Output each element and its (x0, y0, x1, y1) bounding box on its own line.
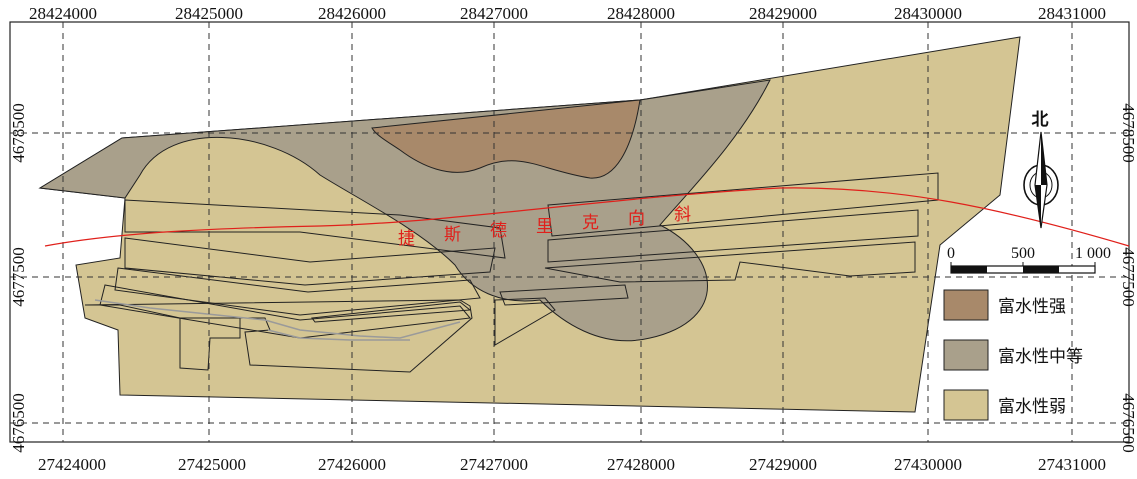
top-tick: 28431000 (1038, 4, 1106, 23)
right-tick: 4677500 (1119, 247, 1137, 307)
zone-strong (371, 99, 641, 179)
legend-item-strong: 富水性强 (943, 289, 1066, 321)
scale-label-500: 500 (1011, 245, 1035, 262)
bottom-tick: 27429000 (749, 455, 817, 474)
syncline-label: 捷 斯 德 里 克 向 斜 (398, 205, 691, 248)
legend-swatch (943, 289, 989, 321)
top-tick: 28429000 (749, 4, 817, 23)
scale-bar: 0 500 1 000 (947, 245, 1111, 274)
legend: 富水性强 富水性中等 富水性弱 (943, 289, 1083, 421)
top-axis-labels: 28424000 28425000 28426000 28427000 2842… (29, 4, 1106, 23)
left-tick: 4678500 (9, 103, 28, 163)
north-label: 北 (1032, 110, 1049, 130)
north-arrow: 北 (1023, 110, 1059, 229)
top-tick: 28427000 (460, 4, 528, 23)
top-tick: 28424000 (29, 4, 97, 23)
top-tick: 28426000 (318, 4, 386, 23)
syncline-char: 斜 (674, 205, 691, 224)
scale-label-0: 0 (947, 245, 955, 262)
mine-workings (84, 172, 939, 373)
legend-item-weak: 富水性弱 (943, 389, 1066, 421)
legend-label: 富水性中等 (998, 347, 1083, 367)
bottom-axis-labels: 27424000 27425000 27426000 27427000 2742… (38, 455, 1106, 474)
left-axis-labels: 4678500 4677500 4676500 (9, 103, 28, 453)
syncline-char: 斯 (444, 225, 461, 244)
coordinate-grid (10, 22, 1129, 442)
top-tick: 28430000 (894, 4, 962, 23)
bottom-tick: 27430000 (894, 455, 962, 474)
right-axis-labels: 4678500 4677500 4676500 (1119, 103, 1137, 453)
syncline-char: 德 (490, 221, 507, 240)
syncline-axis (44, 187, 1130, 247)
bottom-tick: 27431000 (1038, 455, 1106, 474)
top-tick: 28428000 (607, 4, 675, 23)
top-tick: 28425000 (175, 4, 243, 23)
bottom-tick: 27426000 (318, 455, 386, 474)
legend-swatch (943, 389, 989, 421)
legend-item-medium: 富水性中等 (943, 339, 1083, 371)
right-tick: 4676500 (1119, 393, 1137, 453)
syncline-char: 捷 (398, 229, 415, 248)
syncline-char: 里 (536, 217, 553, 236)
legend-label: 富水性强 (998, 297, 1066, 317)
bottom-tick: 27428000 (607, 455, 675, 474)
bottom-tick: 27424000 (38, 455, 106, 474)
syncline-char: 克 (582, 213, 599, 232)
bottom-tick: 27427000 (460, 455, 528, 474)
legend-label: 富水性弱 (998, 397, 1066, 417)
left-tick: 4676500 (9, 393, 28, 453)
left-tick: 4677500 (9, 247, 28, 307)
scale-label-1000: 1 000 (1075, 245, 1111, 262)
compass-icon (1023, 131, 1059, 229)
syncline-char: 向 (628, 209, 645, 228)
legend-swatch (943, 339, 989, 371)
right-tick: 4678500 (1119, 103, 1137, 163)
bottom-tick: 27425000 (178, 455, 246, 474)
